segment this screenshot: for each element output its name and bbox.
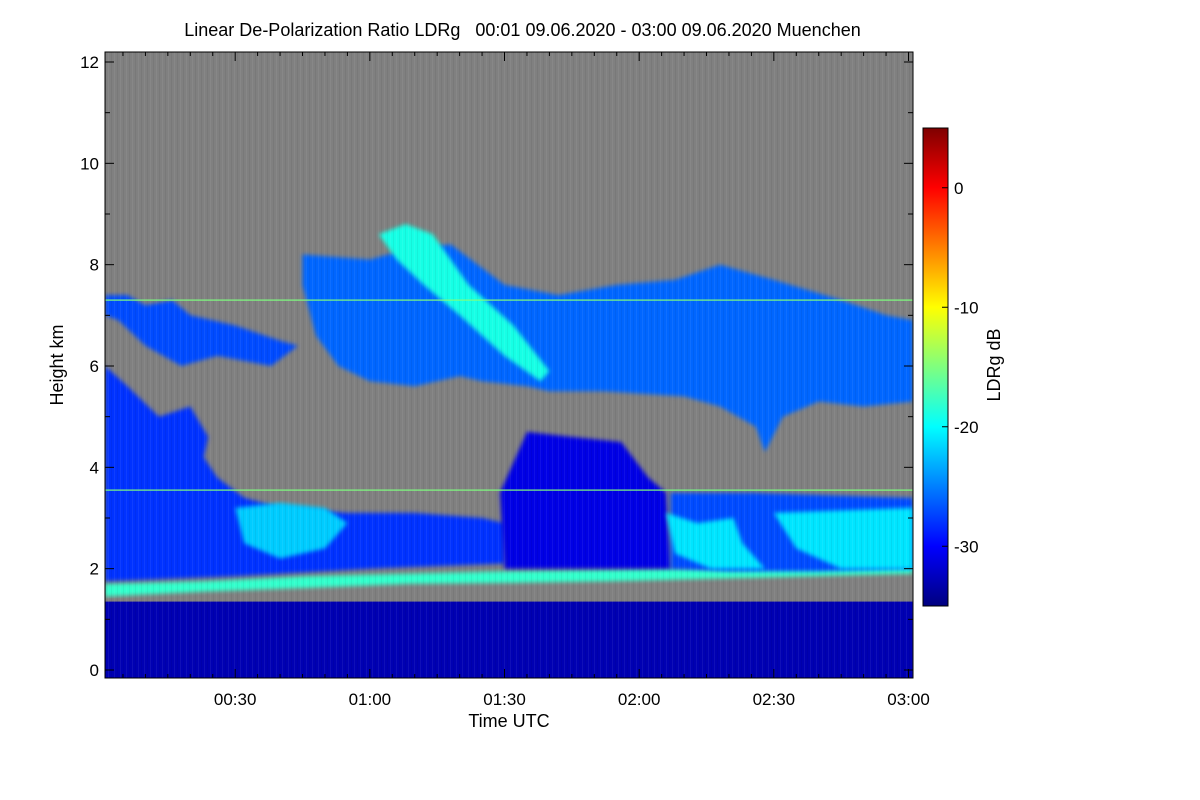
y-tick-label: 10 <box>80 154 99 173</box>
y-tick-label: 4 <box>90 458 99 477</box>
data-streak-texture <box>105 52 913 678</box>
x-tick-label: 02:00 <box>618 690 661 709</box>
colorbar-gradient <box>922 127 949 607</box>
x-axis-label: Time UTC <box>468 711 549 731</box>
y-tick-label: 8 <box>90 256 99 275</box>
colorbar-label: LDRg dB <box>984 328 1004 401</box>
plot-frame <box>104 51 914 679</box>
colorbar: 0 -10 -20 -30 <box>922 127 979 607</box>
y-tick-label: 6 <box>90 357 99 376</box>
chart-title: Linear De-Polarization Ratio LDRg 00:01 … <box>184 20 861 40</box>
y-tick-label: 0 <box>90 661 99 680</box>
plot-area <box>105 52 913 678</box>
x-tick-label: 02:30 <box>753 690 796 709</box>
colorbar-tick-label: -10 <box>954 298 979 317</box>
y-tick-label: 12 <box>80 53 99 72</box>
colorbar-tick-label: -20 <box>954 418 979 437</box>
x-tick-label: 01:30 <box>483 690 526 709</box>
x-tick-label: 03:00 <box>887 690 930 709</box>
plot-axes: 0 2 4 6 8 10 12 00:30 01:00 01:30 02:00 02:30 03:00 <box>80 51 930 709</box>
y-axis-label: Height km <box>47 324 67 405</box>
colorbar-tick-label: -30 <box>954 537 979 556</box>
x-tick-label: 01:00 <box>349 690 392 709</box>
y-tick-label: 2 <box>90 560 99 579</box>
colorbar-tick-label: 0 <box>954 179 963 198</box>
x-tick-label: 00:30 <box>214 690 257 709</box>
